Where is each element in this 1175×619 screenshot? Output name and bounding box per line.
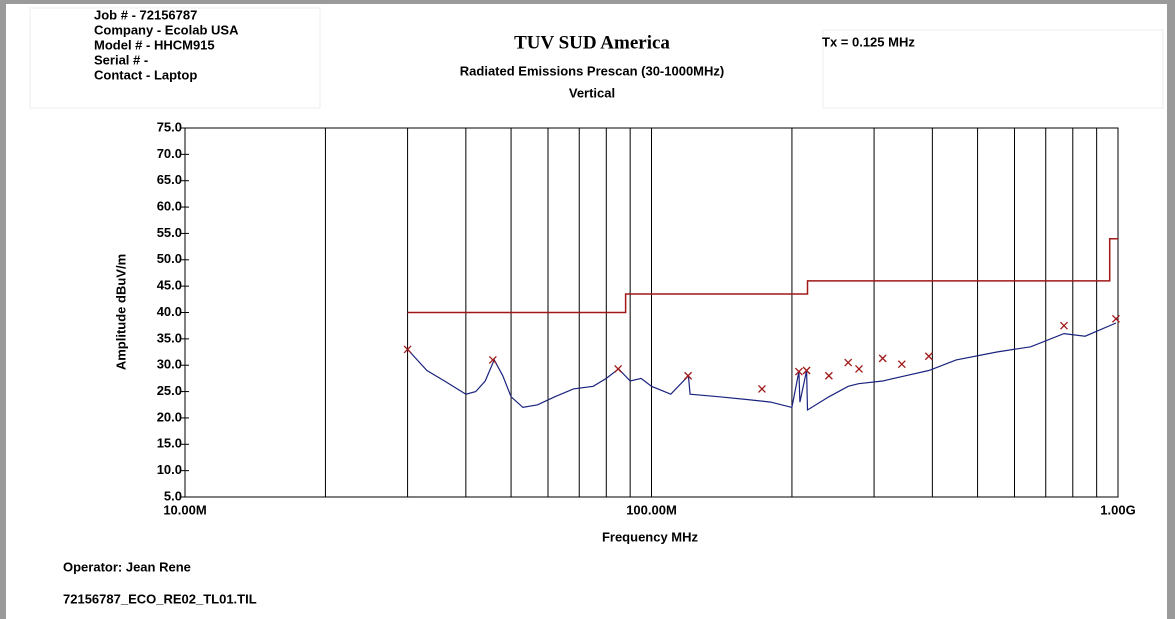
- x-tick-label: 10.00M: [163, 502, 206, 517]
- peak-marker: [897, 360, 906, 369]
- peak-marker: [758, 384, 766, 393]
- y-tick-label: 75.0: [157, 119, 182, 134]
- peak-marker: [614, 364, 623, 373]
- footer-info: 72156787_ECO_RE02_TL01.TIL: [63, 591, 257, 606]
- y-tick-label: 60.0: [157, 199, 182, 214]
- peak-marker: [878, 354, 887, 363]
- y-tick-label: 50.0: [157, 251, 182, 266]
- header-info: Job # - 72156787: [94, 7, 197, 22]
- peak-marker: [1060, 321, 1068, 330]
- footer-info: Operator: Jean Rene: [63, 559, 191, 574]
- x-tick-label: 1.00G: [1100, 502, 1135, 517]
- y-tick-label: 20.0: [157, 409, 182, 424]
- y-tick-label: 70.0: [157, 146, 182, 161]
- peak-marker: [924, 352, 933, 361]
- chart-title: TUV SUD America: [514, 32, 670, 53]
- panel: [6, 4, 1167, 619]
- peak-marker: [403, 345, 412, 354]
- peak-marker: [802, 366, 811, 375]
- y-tick-label: 5.0: [164, 488, 182, 503]
- chart-subtitle: Vertical: [569, 85, 615, 100]
- y-tick-label: 40.0: [157, 304, 182, 319]
- chart-subtitle: Radiated Emissions Prescan (30-1000MHz): [460, 63, 724, 78]
- y-tick-label: 10.0: [157, 462, 182, 477]
- y-tick-label: 30.0: [157, 357, 182, 372]
- header-info: Company - Ecolab USA: [94, 22, 239, 37]
- trace-line: [407, 322, 1117, 412]
- peak-marker: [844, 358, 853, 367]
- y-tick-label: 35.0: [157, 330, 182, 345]
- header-info: Contact - Laptop: [94, 67, 197, 82]
- peak-marker: [794, 367, 803, 376]
- y-tick-label: 15.0: [157, 436, 182, 451]
- peak-marker: [488, 355, 497, 364]
- y-axis-label: Amplitude dBuV/m: [113, 254, 128, 370]
- header-info: Model # - HHCM915: [94, 37, 215, 52]
- x-axis-label: Frequency MHz: [602, 529, 699, 544]
- limit-line: [407, 237, 1118, 314]
- y-tick-label: 25.0: [157, 383, 182, 398]
- header-info: Serial # -: [94, 52, 148, 67]
- annotation: Tx = 0.125 MHz: [822, 34, 915, 49]
- peak-marker: [855, 364, 863, 373]
- x-tick-label: 100.00M: [626, 502, 677, 517]
- peak-marker: [684, 371, 693, 380]
- y-tick-label: 55.0: [157, 225, 182, 240]
- y-tick-label: 65.0: [157, 172, 182, 187]
- peak-marker: [1112, 314, 1120, 323]
- header-box: [29, 7, 321, 109]
- y-tick-label: 45.0: [157, 278, 182, 293]
- header-box: [822, 29, 1164, 109]
- peak-marker: [824, 371, 833, 380]
